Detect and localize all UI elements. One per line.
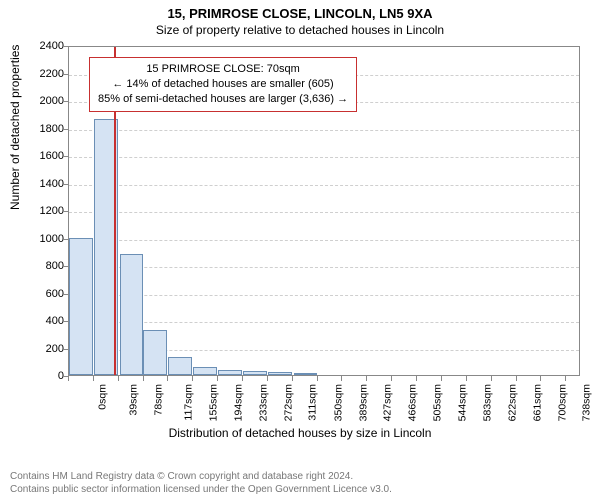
x-tick-mark: [366, 376, 367, 381]
histogram-bar: [193, 367, 217, 375]
x-tick-mark: [341, 376, 342, 381]
x-tick-mark: [68, 376, 69, 381]
reference-info-box: 15 PRIMROSE CLOSE: 70sqm ← 14% of detach…: [89, 57, 357, 112]
x-tick-label: 350sqm: [332, 384, 344, 421]
y-axis-label: Number of detached properties: [8, 45, 22, 210]
x-tick-mark: [317, 376, 318, 381]
y-tick-label: 1600: [24, 150, 64, 162]
y-tick-mark: [63, 321, 68, 322]
x-tick-mark: [416, 376, 417, 381]
x-tick-mark: [118, 376, 119, 381]
y-tick-mark: [63, 156, 68, 157]
histogram-bar: [268, 372, 292, 375]
y-tick-mark: [63, 266, 68, 267]
y-tick-mark: [63, 46, 68, 47]
gridline: [69, 185, 579, 186]
x-tick-mark: [391, 376, 392, 381]
histogram-plot: 15 PRIMROSE CLOSE: 70sqm ← 14% of detach…: [68, 46, 580, 376]
gridline: [69, 157, 579, 158]
x-tick-label: 738sqm: [581, 384, 593, 421]
attribution-line: Contains public sector information licen…: [10, 483, 392, 496]
x-axis-label: Distribution of detached houses by size …: [0, 426, 600, 440]
x-tick-mark: [167, 376, 168, 381]
y-tick-label: 2000: [24, 95, 64, 107]
x-tick-label: 0sqm: [97, 384, 109, 410]
histogram-bar: [69, 238, 93, 376]
y-tick-mark: [63, 349, 68, 350]
x-tick-label: 78sqm: [152, 384, 164, 416]
y-tick-label: 1200: [24, 205, 64, 217]
x-tick-label: 427sqm: [382, 384, 394, 421]
y-tick-label: 400: [24, 315, 64, 327]
x-tick-mark: [540, 376, 541, 381]
histogram-bar: [218, 370, 242, 376]
y-tick-mark: [63, 74, 68, 75]
attribution-text: Contains HM Land Registry data © Crown c…: [10, 470, 392, 496]
attribution-line: Contains HM Land Registry data © Crown c…: [10, 470, 392, 483]
x-tick-label: 389sqm: [357, 384, 369, 421]
y-tick-mark: [63, 101, 68, 102]
x-tick-label: 311sqm: [307, 384, 319, 421]
x-tick-label: 583sqm: [481, 384, 493, 421]
x-tick-mark: [143, 376, 144, 381]
x-tick-label: 194sqm: [233, 384, 245, 421]
histogram-bar: [120, 254, 143, 375]
histogram-bar: [243, 371, 267, 375]
histogram-bar: [294, 373, 317, 375]
gridline: [69, 295, 579, 296]
x-tick-mark: [516, 376, 517, 381]
histogram-bar: [168, 357, 192, 375]
y-tick-label: 600: [24, 288, 64, 300]
chart-container: Number of detached properties 15 PRIMROS…: [0, 38, 600, 443]
x-tick-mark: [466, 376, 467, 381]
x-tick-label: 466sqm: [407, 384, 419, 421]
y-tick-mark: [63, 129, 68, 130]
gridline: [69, 130, 579, 131]
histogram-bar: [143, 330, 167, 375]
x-tick-mark: [217, 376, 218, 381]
x-tick-label: 622sqm: [506, 384, 518, 421]
x-tick-label: 155sqm: [208, 384, 220, 421]
info-box-line: 15 PRIMROSE CLOSE: 70sqm: [98, 62, 348, 77]
gridline: [69, 322, 579, 323]
gridline: [69, 240, 579, 241]
y-tick-mark: [63, 239, 68, 240]
info-box-line: ← 14% of detached houses are smaller (60…: [98, 77, 348, 92]
x-tick-label: 505sqm: [432, 384, 444, 421]
y-tick-label: 1800: [24, 123, 64, 135]
x-tick-mark: [93, 376, 94, 381]
y-tick-mark: [63, 184, 68, 185]
page-title: 15, PRIMROSE CLOSE, LINCOLN, LN5 9XA: [0, 0, 600, 21]
x-tick-mark: [491, 376, 492, 381]
x-tick-label: 117sqm: [182, 384, 194, 421]
y-tick-label: 2200: [24, 68, 64, 80]
x-tick-mark: [441, 376, 442, 381]
y-tick-mark: [63, 211, 68, 212]
y-tick-label: 1000: [24, 233, 64, 245]
y-tick-mark: [63, 294, 68, 295]
x-tick-mark: [565, 376, 566, 381]
gridline: [69, 267, 579, 268]
x-tick-label: 700sqm: [556, 384, 568, 421]
y-tick-label: 2400: [24, 40, 64, 52]
x-tick-label: 39sqm: [127, 384, 139, 416]
x-tick-mark: [242, 376, 243, 381]
x-tick-label: 661sqm: [531, 384, 543, 421]
x-tick-label: 544sqm: [457, 384, 469, 421]
x-tick-mark: [267, 376, 268, 381]
x-tick-label: 233sqm: [257, 384, 269, 421]
x-tick-label: 272sqm: [282, 384, 294, 421]
gridline: [69, 212, 579, 213]
x-tick-mark: [292, 376, 293, 381]
y-tick-label: 200: [24, 343, 64, 355]
y-tick-label: 1400: [24, 178, 64, 190]
y-tick-label: 800: [24, 260, 64, 272]
x-tick-mark: [192, 376, 193, 381]
info-box-line: 85% of semi-detached houses are larger (…: [98, 92, 348, 107]
y-tick-label: 0: [24, 370, 64, 382]
